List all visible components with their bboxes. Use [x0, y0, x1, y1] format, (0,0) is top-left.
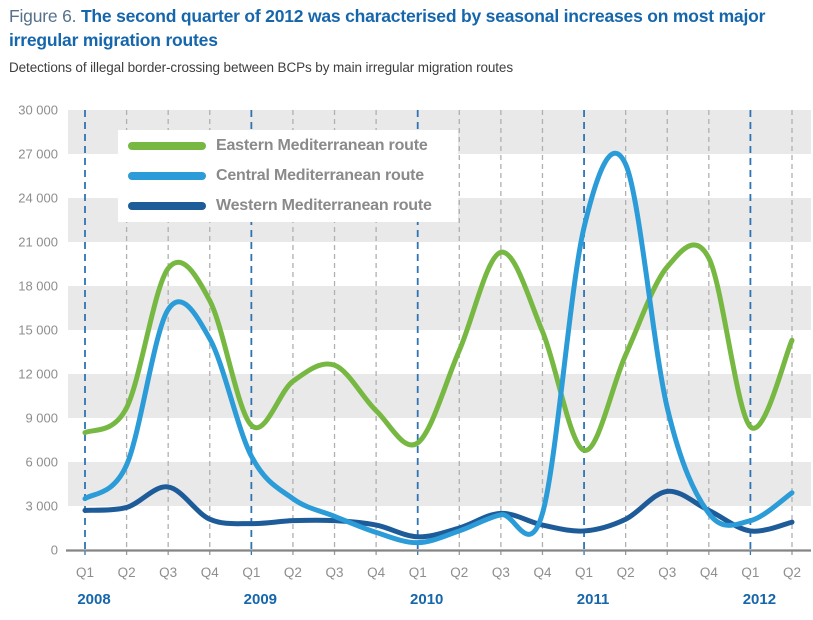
- x-axis-quarter-label: Q3: [326, 565, 344, 580]
- y-axis-tick-label: 9 000: [25, 411, 58, 426]
- central-route-line: [82, 150, 795, 546]
- x-axis-year-label: 2010: [410, 591, 443, 608]
- y-axis-tick-label: 3 000: [25, 499, 58, 514]
- y-axis-tick-label: 15 000: [18, 323, 58, 338]
- x-axis-year-label: 2008: [77, 591, 110, 608]
- x-axis-quarter-label: Q2: [284, 565, 302, 580]
- figure-title-line-1: The second quarter of 2012 was character…: [80, 6, 766, 26]
- x-axis-quarter-label: Q3: [492, 565, 510, 580]
- y-axis-tick-label: 0: [51, 543, 58, 558]
- x-axis-quarter-label: Q4: [201, 565, 220, 580]
- x-axis-quarter-label: Q1: [575, 565, 593, 580]
- legend-item-eastern: Eastern Mediterranean route: [118, 136, 458, 156]
- x-axis-quarter-label: Q4: [367, 565, 386, 580]
- western-route-line-swatch: [128, 202, 206, 210]
- legend-label-central: Central Mediterranean route: [216, 167, 424, 184]
- x-axis-quarter-label: Q2: [783, 565, 801, 580]
- x-axis-quarter-label: Q1: [76, 565, 94, 580]
- figure-title: Figure 6. The second quarter of 2012 was…: [9, 4, 807, 52]
- legend-item-central: Central Mediterranean route: [118, 166, 458, 186]
- eastern-route-line-swatch: [128, 142, 206, 150]
- y-axis-tick-label: 12 000: [18, 367, 58, 382]
- chart-legend: Eastern Mediterranean route Central Medi…: [118, 130, 458, 222]
- x-axis-year-label: 2009: [244, 591, 277, 608]
- x-axis-quarter-label: Q1: [409, 565, 427, 580]
- x-axis-quarter-label: Q2: [617, 565, 635, 580]
- x-axis-quarter-label: Q4: [700, 565, 719, 580]
- chart-subtitle: Detections of illegal border-crossing be…: [9, 60, 513, 75]
- x-axis-quarter-label: Q2: [118, 565, 136, 580]
- x-axis-quarter-label: Q2: [450, 565, 468, 580]
- western-route-line: [82, 484, 795, 540]
- y-axis-tick-label: 30 000: [18, 103, 58, 118]
- y-axis-tick-label: 24 000: [18, 191, 58, 206]
- legend-label-eastern: Eastern Mediterranean route: [216, 137, 428, 154]
- figure-number-label: Figure 6.: [9, 6, 77, 26]
- legend-label-western: Western Mediterranean route: [216, 197, 432, 214]
- y-axis-tick-label: 6 000: [25, 455, 58, 470]
- y-axis-tick-label: 18 000: [18, 279, 58, 294]
- x-axis-quarter-label: Q3: [658, 565, 676, 580]
- y-axis-tick-label: 27 000: [18, 147, 58, 162]
- y-axis-tick-label: 21 000: [18, 235, 58, 250]
- x-axis-quarter-label: Q3: [159, 565, 177, 580]
- x-axis-quarter-label: Q1: [242, 565, 260, 580]
- eastern-route-line: [82, 242, 795, 453]
- central-route-line-swatch: [128, 172, 206, 180]
- x-axis-year-label: 2012: [743, 591, 776, 608]
- x-axis-year-label: 2011: [577, 591, 610, 608]
- plot-band: [68, 286, 811, 330]
- x-axis-quarter-label: Q1: [741, 565, 759, 580]
- legend-item-western: Western Mediterranean route: [118, 196, 458, 216]
- figure-title-line-2: irregular migration routes: [9, 30, 218, 51]
- x-axis-quarter-label: Q4: [533, 565, 552, 580]
